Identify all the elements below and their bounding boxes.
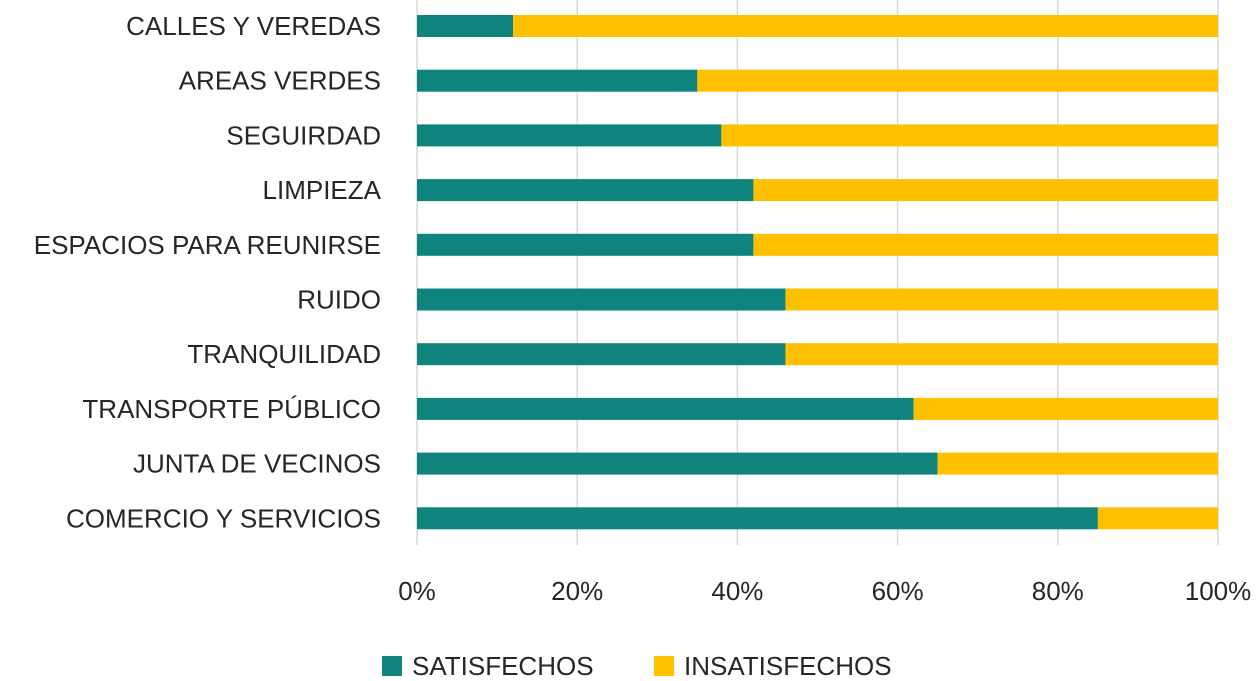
legend-swatch-satisfechos xyxy=(382,656,402,676)
category-label: LIMPIEZA xyxy=(263,175,382,205)
x-tick-label: 80% xyxy=(1032,576,1084,606)
category-label: COMERCIO Y SERVICIOS xyxy=(66,503,381,533)
category-label: RUIDO xyxy=(297,285,381,315)
legend: SATISFECHOS INSATISFECHOS xyxy=(382,651,892,681)
category-label: TRANSPORTE PÚBLICO xyxy=(82,394,381,424)
bar-satisfechos xyxy=(417,452,938,475)
bar-satisfechos xyxy=(417,288,786,311)
bar-insatisfechos xyxy=(937,452,1218,475)
bar-insatisfechos xyxy=(785,343,1218,366)
bar-insatisfechos xyxy=(753,233,1218,256)
category-label: SEGUIRDAD xyxy=(226,120,381,150)
bar-satisfechos xyxy=(417,233,754,256)
legend-label-satisfechos: SATISFECHOS xyxy=(412,651,594,681)
x-tick-label: 0% xyxy=(398,576,436,606)
bar-satisfechos xyxy=(417,507,1098,530)
bars xyxy=(417,15,1218,530)
bar-insatisfechos xyxy=(697,69,1218,92)
bar-insatisfechos xyxy=(753,179,1218,202)
category-labels: CALLES Y VEREDAS AREAS VERDES SEGUIRDAD LIM… xyxy=(34,11,382,533)
bar-satisfechos xyxy=(417,69,698,92)
x-tick-label: 40% xyxy=(711,576,763,606)
bar-insatisfechos xyxy=(913,397,1218,420)
x-tick-label: 60% xyxy=(872,576,924,606)
bar-insatisfechos xyxy=(721,124,1218,147)
bar-satisfechos xyxy=(417,179,754,202)
category-label: JUNTA DE VECINOS xyxy=(133,449,381,479)
x-tick-label: 100% xyxy=(1185,576,1252,606)
bar-satisfechos xyxy=(417,124,722,147)
x-tick-label: 20% xyxy=(551,576,603,606)
category-label: AREAS VERDES xyxy=(179,66,381,96)
bar-insatisfechos xyxy=(513,15,1218,37)
bar-insatisfechos xyxy=(785,288,1218,311)
bar-insatisfechos xyxy=(1097,507,1218,530)
category-label: TRANQUILIDAD xyxy=(187,339,381,369)
category-label: ESPACIOS PARA REUNIRSE xyxy=(34,230,381,260)
legend-label-insatisfechos: INSATISFECHOS xyxy=(684,651,892,681)
category-label: CALLES Y VEREDAS xyxy=(126,11,381,41)
legend-swatch-insatisfechos xyxy=(654,656,674,676)
bar-satisfechos xyxy=(417,343,786,366)
bar-satisfechos xyxy=(417,15,514,37)
bar-satisfechos xyxy=(417,397,914,420)
x-axis-ticks: 0% 20% 40% 60% 80% 100% xyxy=(398,576,1251,606)
